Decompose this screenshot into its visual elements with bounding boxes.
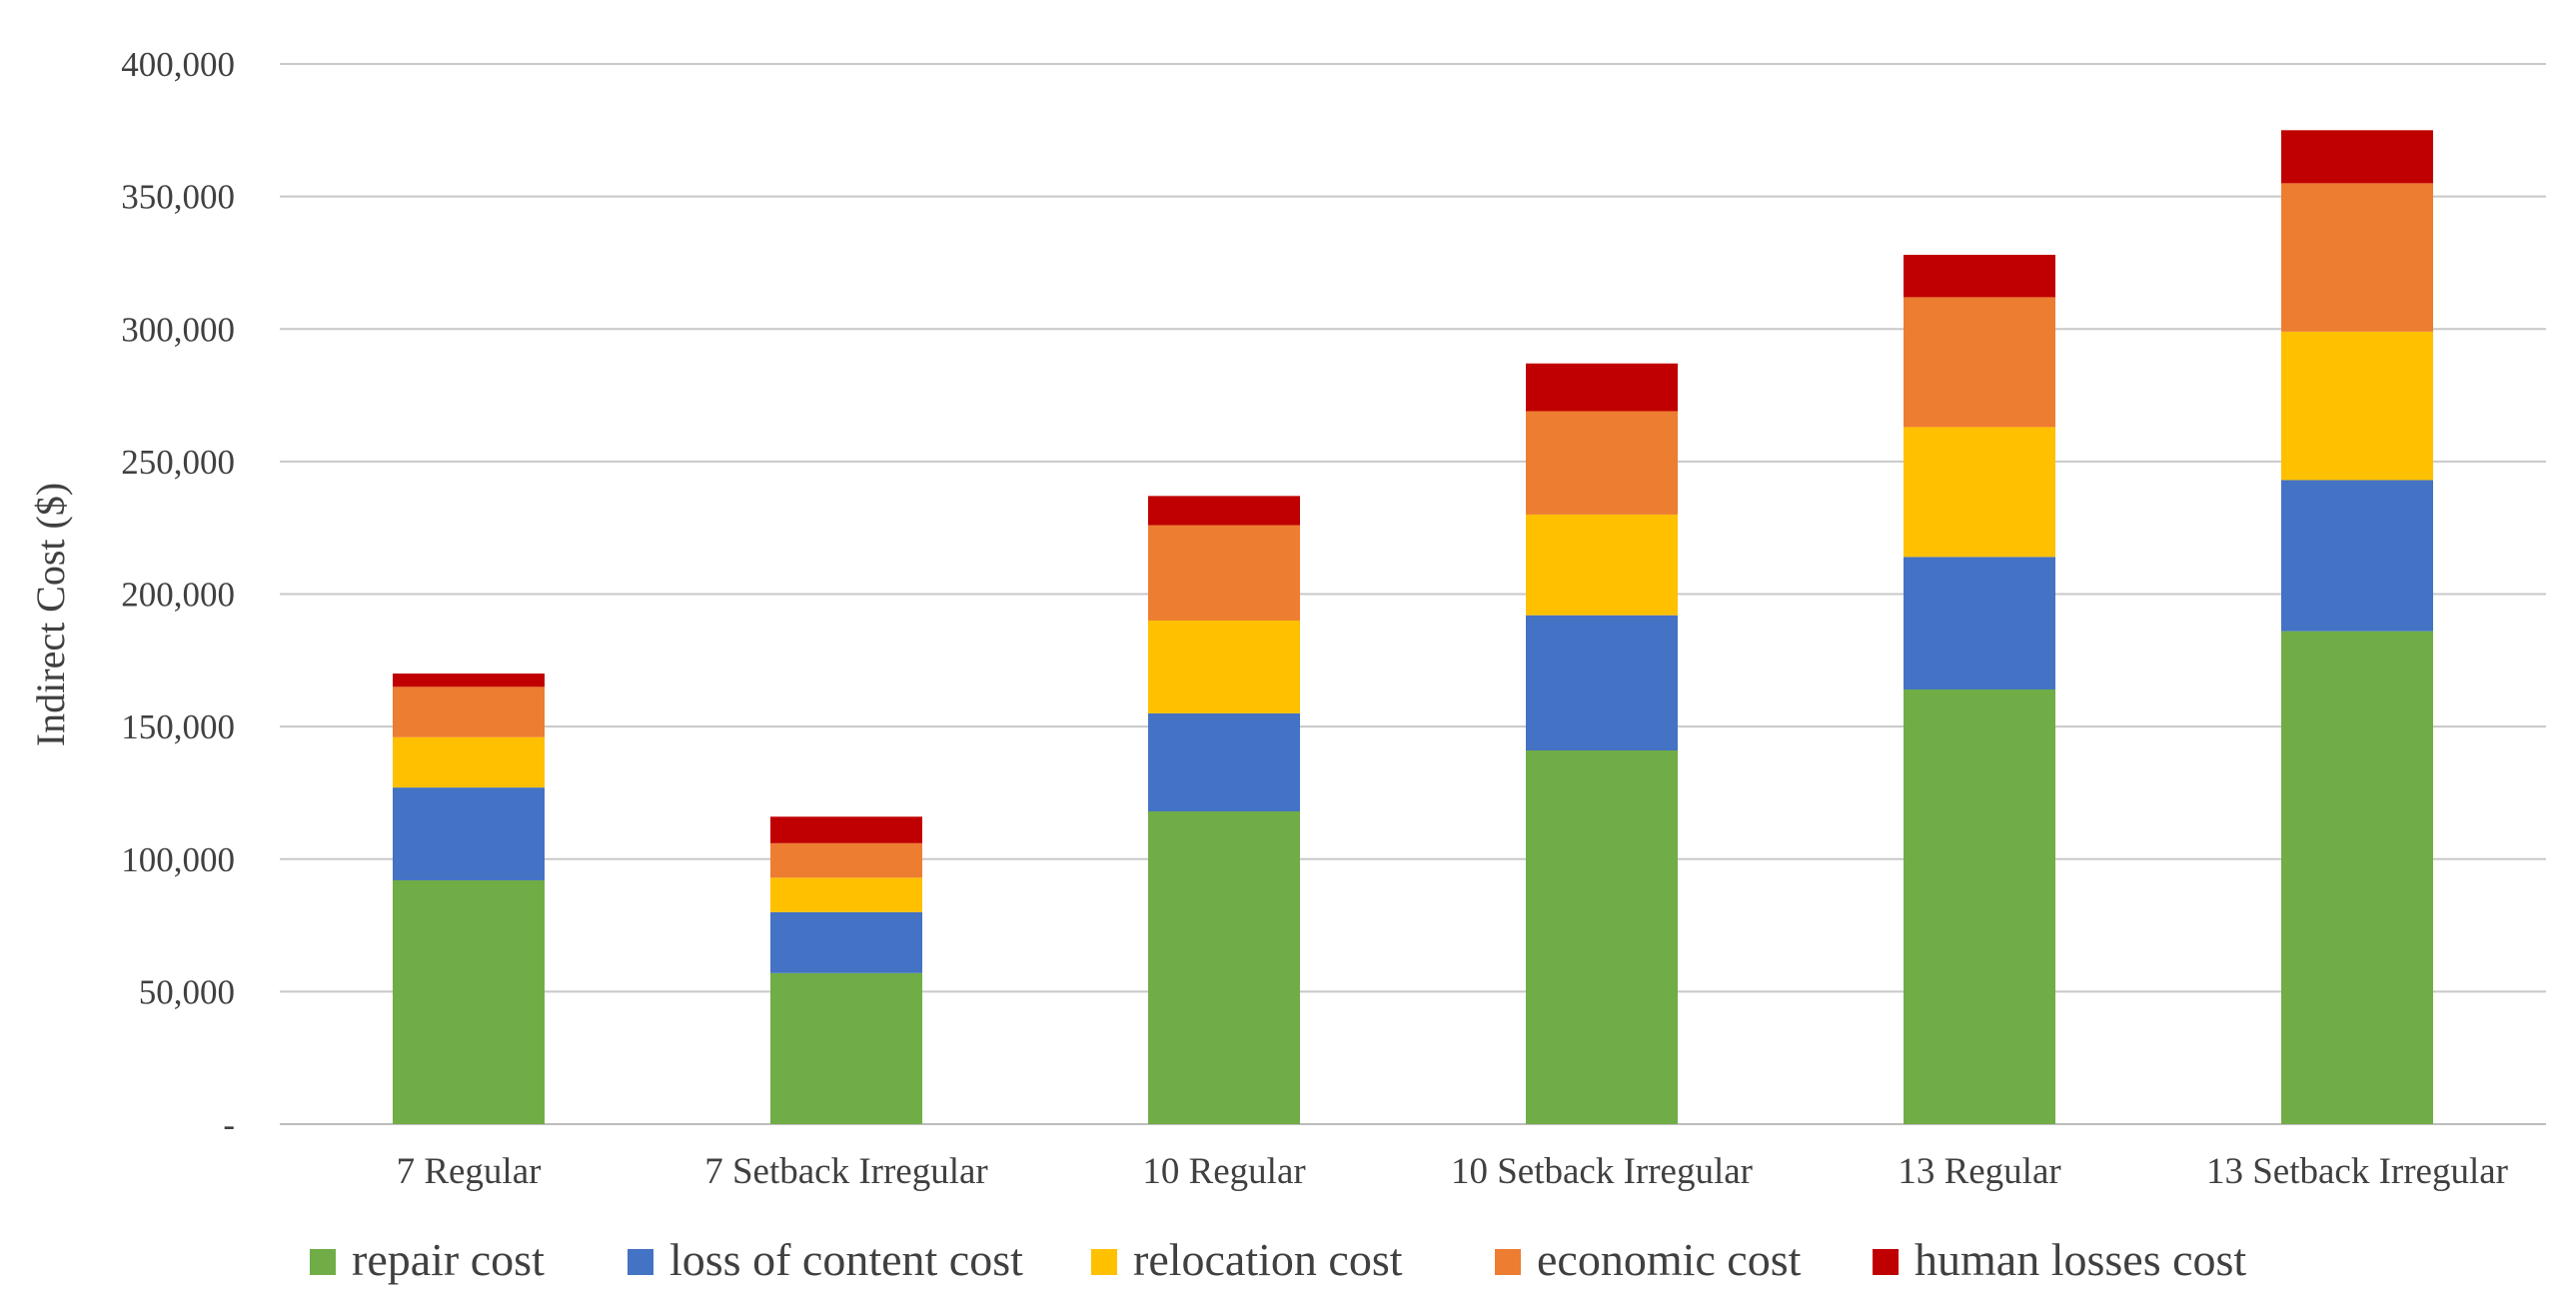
legend-swatch bbox=[1495, 1249, 1521, 1275]
legend-label: human losses cost bbox=[1915, 1234, 2246, 1285]
y-tick-label: - bbox=[223, 1105, 235, 1144]
bar-segment-economic-cost bbox=[1148, 525, 1300, 622]
bar-segment-economic-cost bbox=[1526, 411, 1678, 515]
bar-segment-repair-cost bbox=[393, 879, 545, 1124]
bar-segment-loss-of-content-cost bbox=[1526, 615, 1678, 750]
bar-segment-economic-cost bbox=[770, 842, 922, 878]
bar-segment-loss-of-content-cost bbox=[393, 787, 545, 880]
legend-item: economic cost bbox=[1495, 1234, 1802, 1285]
x-category-label: 10 Setback Irregular bbox=[1451, 1151, 1753, 1192]
legend-item: relocation cost bbox=[1091, 1234, 1403, 1285]
x-category-label: 13 Regular bbox=[1898, 1151, 2060, 1192]
legend-item: repair cost bbox=[310, 1234, 545, 1285]
x-axis-categories: 7 Regular 7 Setback Irregular 10 Regular 10… bbox=[397, 1151, 2508, 1192]
bar-segment-human-losses-cost bbox=[1148, 496, 1300, 526]
bar-segment-relocation-cost bbox=[770, 877, 922, 912]
legend-swatch bbox=[1091, 1249, 1117, 1275]
legend-swatch bbox=[628, 1249, 653, 1275]
bar-segment-relocation-cost bbox=[1148, 621, 1300, 713]
legend-label: economic cost bbox=[1537, 1234, 1802, 1285]
bar-segment-relocation-cost bbox=[2281, 331, 2433, 481]
x-category-label: 13 Setback Irregular bbox=[2206, 1151, 2508, 1192]
bar-segment-repair-cost bbox=[2281, 631, 2433, 1124]
bar-segment-economic-cost bbox=[393, 686, 545, 737]
y-tick-label: 250,000 bbox=[121, 443, 235, 482]
x-category-label: 7 Setback Irregular bbox=[704, 1151, 988, 1192]
y-tick-label: 50,000 bbox=[139, 972, 235, 1011]
legend-label: repair cost bbox=[352, 1234, 545, 1285]
legend-item: human losses cost bbox=[1873, 1234, 2246, 1285]
bar-segment-human-losses-cost bbox=[770, 816, 922, 843]
bar-segment-loss-of-content-cost bbox=[770, 911, 922, 973]
y-tick-label: 350,000 bbox=[121, 178, 235, 217]
bar-segment-economic-cost bbox=[1904, 297, 2055, 428]
y-tick-label: 400,000 bbox=[121, 45, 235, 84]
bar-segment-repair-cost bbox=[1526, 749, 1678, 1124]
y-axis-title: Indirect Cost ($) bbox=[28, 483, 73, 746]
bar-segment-loss-of-content-cost bbox=[1904, 557, 2055, 689]
bar-segment-loss-of-content-cost bbox=[2281, 480, 2433, 632]
bar-segment-relocation-cost bbox=[393, 736, 545, 788]
bar-segment-economic-cost bbox=[2281, 183, 2433, 332]
bar-segment-relocation-cost bbox=[1526, 514, 1678, 616]
bar-segment-human-losses-cost bbox=[1904, 254, 2055, 298]
bar-segment-human-losses-cost bbox=[393, 673, 545, 687]
bar-segment-repair-cost bbox=[770, 972, 922, 1124]
gridlines bbox=[280, 63, 2546, 1125]
y-tick-label: 200,000 bbox=[121, 576, 235, 615]
bar-segment-human-losses-cost bbox=[2281, 130, 2433, 184]
x-category-label: 10 Regular bbox=[1142, 1151, 1305, 1192]
legend-label: relocation cost bbox=[1133, 1234, 1403, 1285]
legend: repair cost loss of content cost relocatio… bbox=[310, 1234, 2246, 1285]
legend-swatch bbox=[310, 1249, 336, 1275]
y-tick-label: 150,000 bbox=[121, 707, 235, 746]
bar-segment-repair-cost bbox=[1148, 811, 1300, 1124]
bar-segment-repair-cost bbox=[1904, 688, 2055, 1124]
legend-swatch bbox=[1873, 1249, 1899, 1275]
bar-segment-human-losses-cost bbox=[1526, 363, 1678, 412]
y-tick-label: 300,000 bbox=[121, 310, 235, 349]
y-tick-label: 100,000 bbox=[121, 840, 235, 879]
bar-segment-relocation-cost bbox=[1904, 427, 2055, 558]
x-category-label: 7 Regular bbox=[397, 1151, 542, 1192]
bars bbox=[393, 130, 2433, 1124]
legend-item: loss of content cost bbox=[628, 1234, 1023, 1285]
legend-label: loss of content cost bbox=[669, 1234, 1023, 1285]
y-axis-ticks: - 50,000 100,000 150,000 200,000 250,000 300,0… bbox=[121, 45, 235, 1144]
bar-segment-loss-of-content-cost bbox=[1148, 712, 1300, 812]
